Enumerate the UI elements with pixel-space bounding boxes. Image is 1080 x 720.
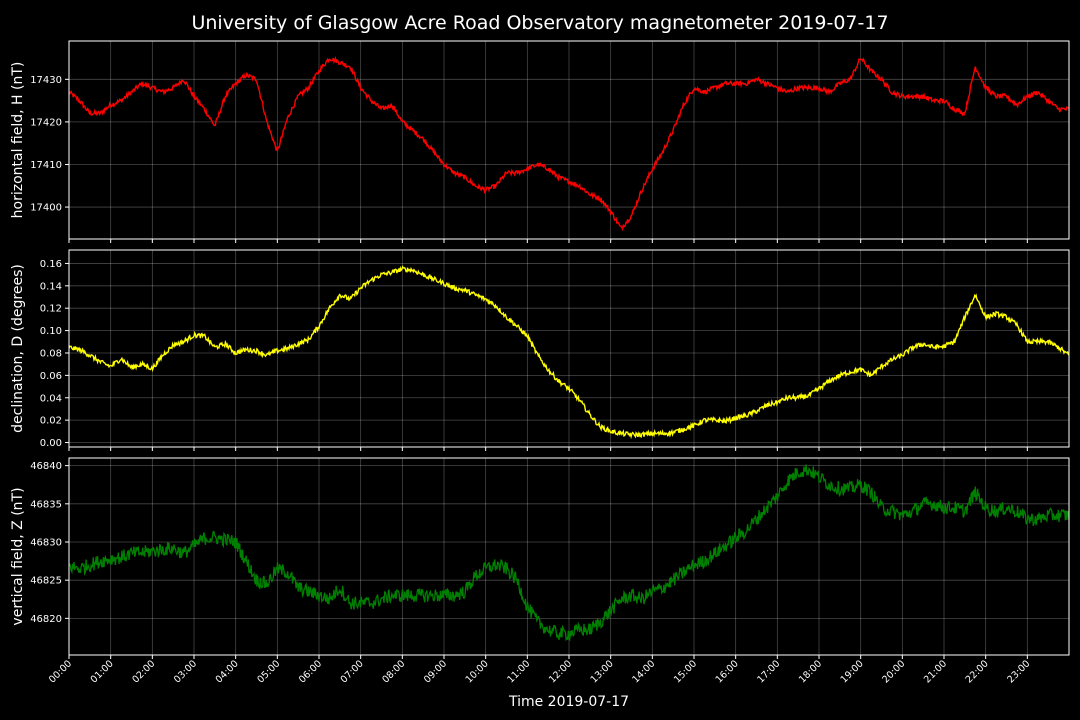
x-tick-label: 09:00 [422,658,449,685]
x-tick-label: 02:00 [130,658,157,685]
x-tick-label: 06:00 [297,658,324,685]
series-line-vertical [68,464,1070,642]
x-tick-label: 08:00 [380,658,407,685]
x-tick-label: 13:00 [589,658,616,685]
y-tick-label: 0.08 [40,348,62,359]
x-tick-label: 01:00 [89,658,116,685]
y-tick-label: 0.12 [40,304,62,315]
x-tick-label: 17:00 [755,658,782,685]
x-tick-label: 04:00 [214,658,241,685]
panel-declination: 0.00 0.02 0.04 0.06 0.08 0.10 0.12 0.14 0.16 decl… [10,249,1070,451]
x-axis-label: Time 2019-07-17 [508,694,629,710]
y-axis-label: horizontal field, H (nT) [10,62,26,219]
y-tick-label: 0.10 [40,326,62,337]
axes-frame [68,249,1070,448]
x-tick-label: 11:00 [505,658,532,685]
x-tick-label: 18:00 [797,658,824,685]
x-tick-label: 15:00 [672,658,699,685]
y-tick-label: 17430 [30,75,62,86]
axes-frame [68,40,1070,240]
x-tick-label: 05:00 [255,658,282,685]
y-tick-label: 17400 [30,203,62,214]
figure-title: University of Glasgow Acre Road Observat… [191,12,888,34]
y-tick-label: 46840 [30,461,62,472]
y-tick-label: 17420 [30,117,62,128]
y-tick-label: 0.00 [40,438,62,449]
panel-vertical: 46820 46825 46830 46835 46840 vertical field,… [10,457,1070,685]
panel-horizontal: 17400 17410 17420 17430 horizontal field, H … [10,40,1070,243]
y-tick-label: 0.04 [40,393,62,404]
y-tick-label: 46820 [30,614,62,625]
x-tick-label: 22:00 [964,658,991,685]
x-tick-label: 20:00 [880,658,907,685]
series-line-declination [68,265,1070,440]
x-tick-label: 16:00 [714,658,741,685]
x-tick-label: 19:00 [839,658,866,685]
x-tick-label: 21:00 [922,658,949,685]
x-tick-label: 23:00 [1005,658,1032,685]
y-axis-label: declination, D (degrees) [10,264,26,433]
y-axis-label: vertical field, Z (nT) [10,487,26,625]
series-line-horizontal [68,55,1069,231]
y-tick-label: 0.16 [40,259,62,270]
y-tick-label: 0.14 [40,281,62,292]
x-tick-label: 07:00 [339,658,366,685]
x-tick-label: 10:00 [464,658,491,685]
x-tick-label: 00:00 [47,658,74,685]
y-tick-label: 0.02 [40,416,62,427]
x-tick-label: 14:00 [630,658,657,685]
y-tick-label: 17410 [30,160,62,171]
y-tick-label: 46835 [30,499,62,510]
x-tick-label: 12:00 [547,658,574,685]
x-tick-label: 03:00 [172,658,199,685]
y-tick-label: 46830 [30,537,62,548]
y-tick-label: 0.06 [40,371,62,382]
y-tick-label: 46825 [30,576,62,587]
axes-frame [68,457,1070,656]
